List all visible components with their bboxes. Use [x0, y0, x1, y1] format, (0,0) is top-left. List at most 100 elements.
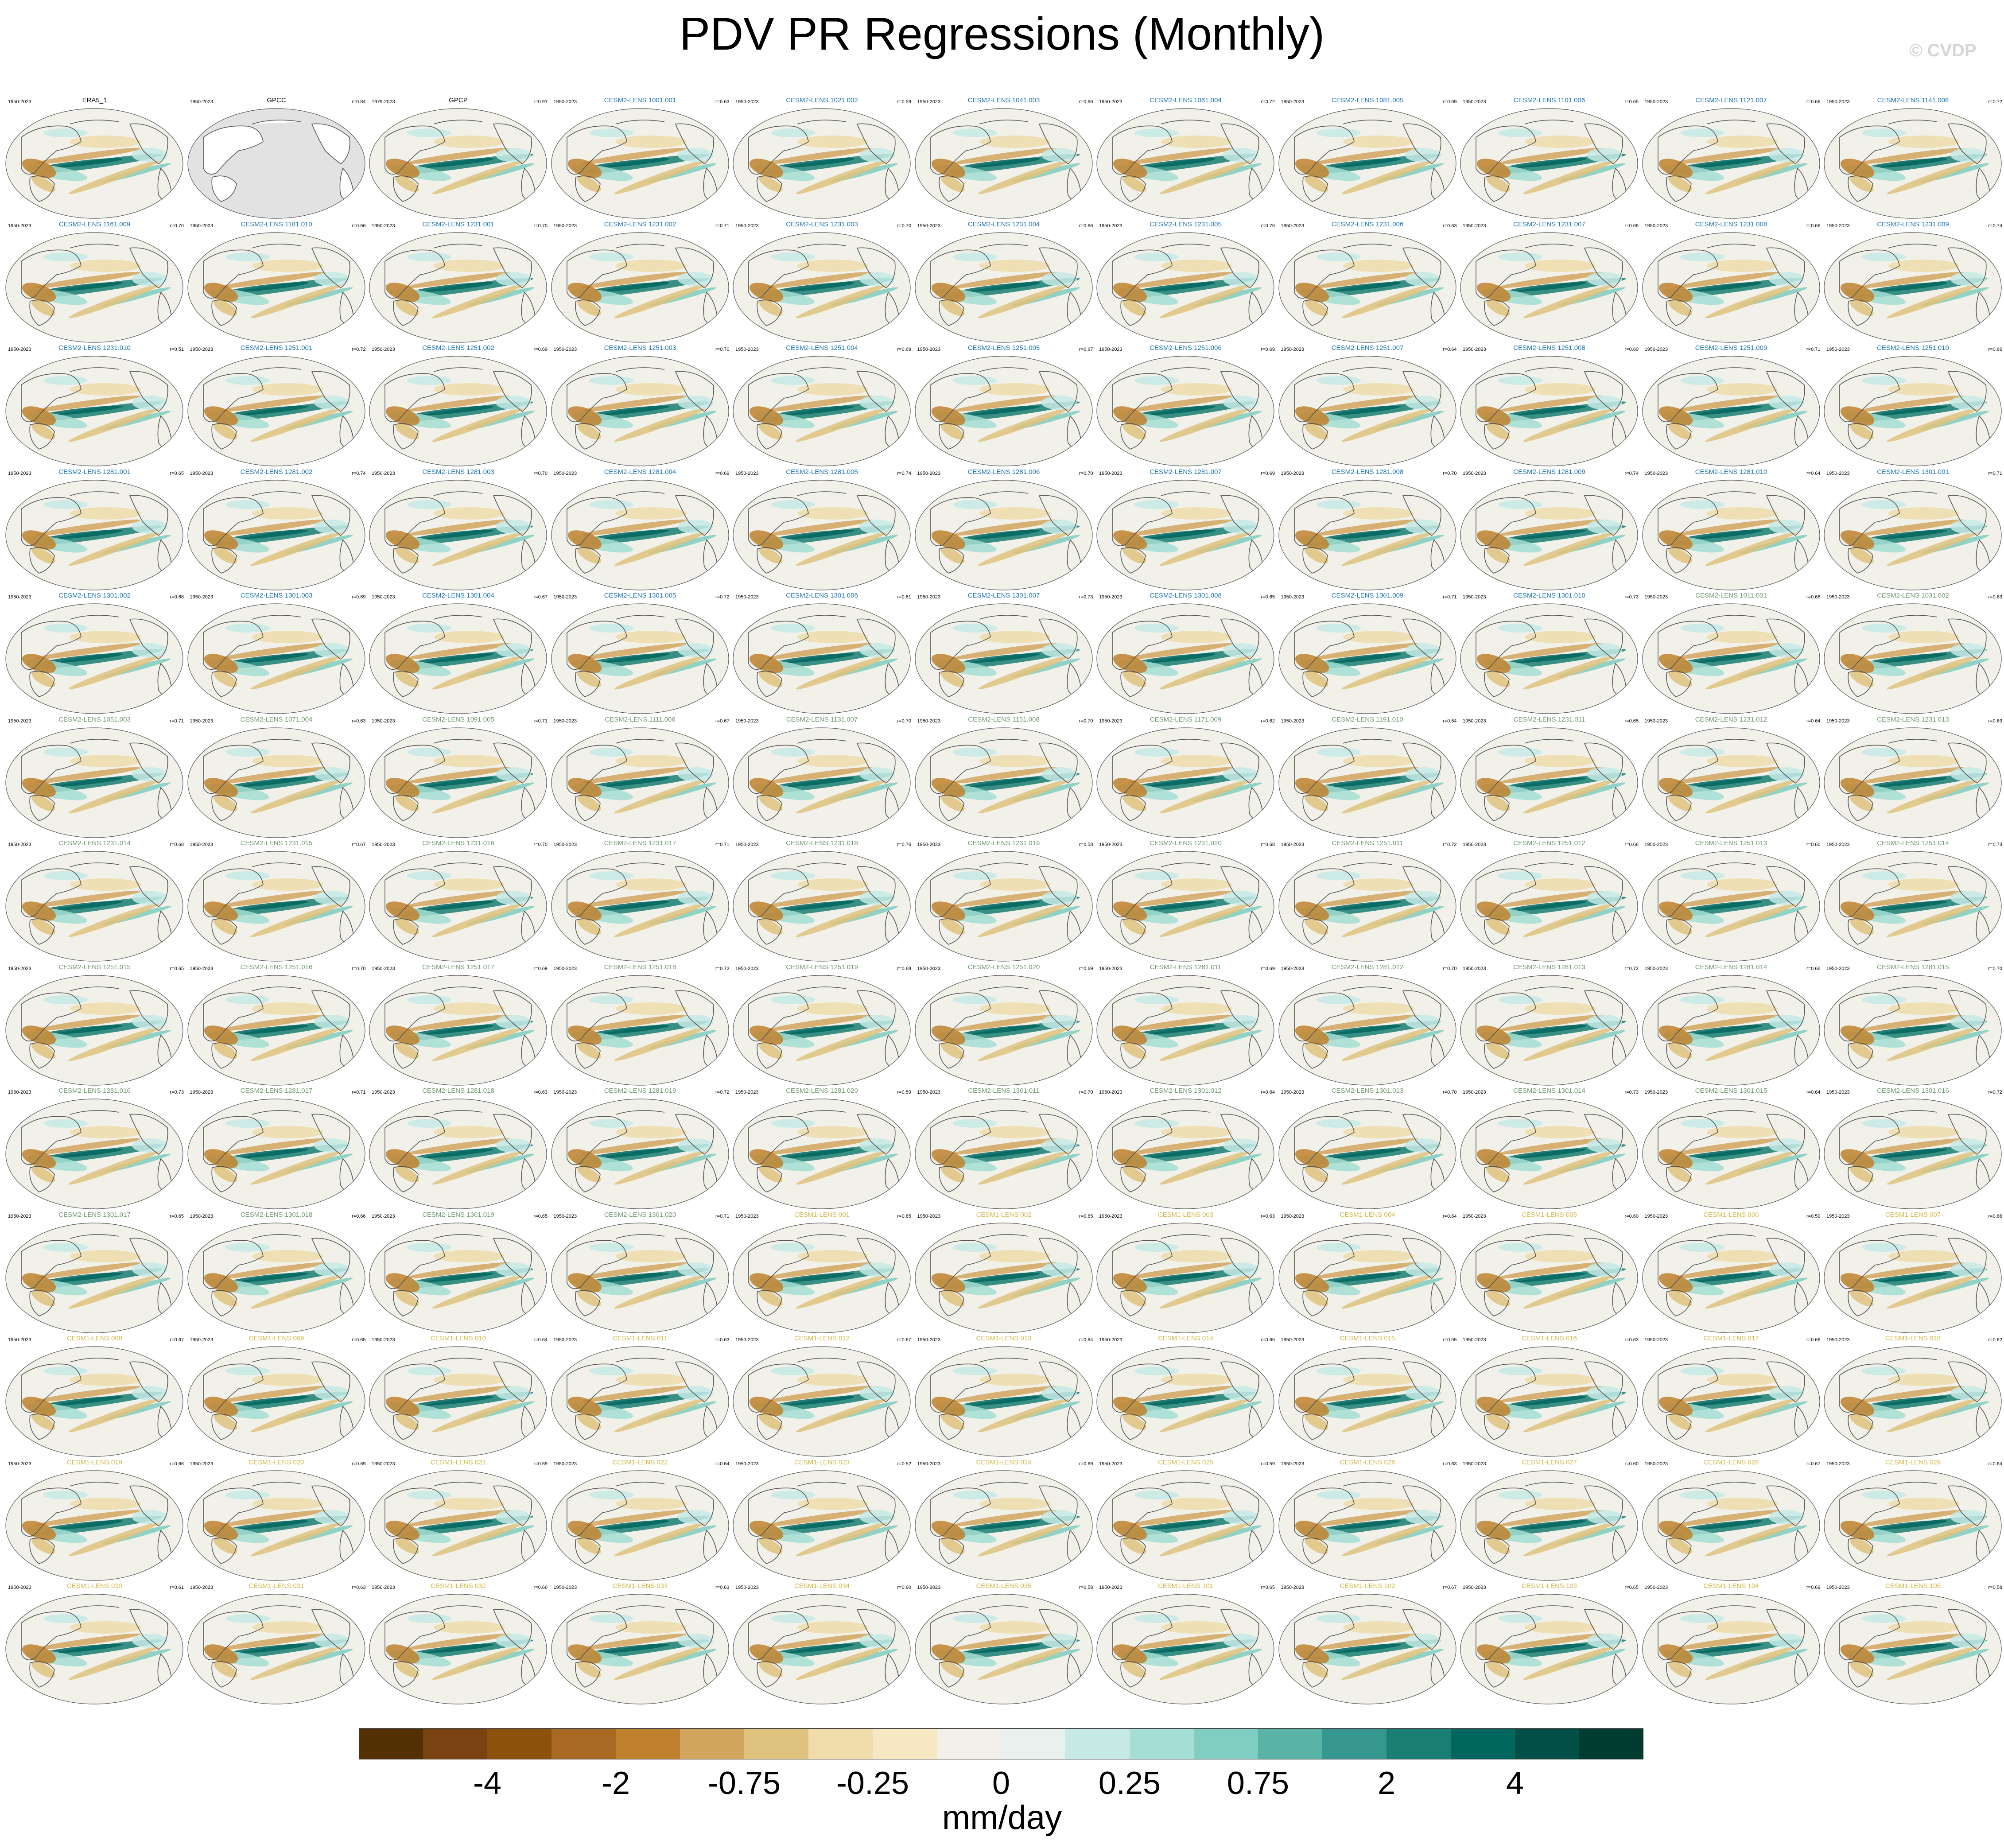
panel-header: 1950-2023 CESM2-LENS 1301.018 r=0.66	[186, 1211, 368, 1221]
map-plot	[1278, 1222, 1456, 1333]
map-panel: 1950-2023 CESM2-LENS 1231.006 r=0.63	[1277, 221, 1459, 345]
panel-name: CESM2-LENS 1111.006	[605, 715, 676, 723]
map-panel: 1950-2023 CESM2-LENS 1121.007 r=0.66	[1640, 97, 1822, 221]
map-plot	[914, 1470, 1093, 1581]
panel-name: CESM2-LENS 1281.003	[422, 468, 494, 476]
panel-header: 1950-2023 CESM2-LENS 1041.003 r=0.66	[913, 97, 1095, 106]
panel-period: 1950-2023	[1826, 842, 1850, 847]
panel-name: GPCC	[267, 97, 286, 104]
panel-correlation: r=0.70	[715, 347, 730, 352]
map-plot	[1278, 479, 1456, 590]
map-plot	[187, 108, 365, 219]
panel-name: CESM1-LENS 101	[1157, 1582, 1214, 1590]
panel-name: CESM2-LENS 1151.008	[968, 715, 1040, 723]
panel-period: 1950-2023	[1281, 966, 1305, 971]
panel-correlation: r=0.61	[170, 1585, 184, 1590]
map-panel: 1950-2023 CESM2-LENS 1251.001 r=0.72	[186, 344, 368, 468]
panel-header: 1950-2023 CESM2-LENS 1231.016 r=0.70	[367, 839, 549, 849]
panel-header: 1950-2023 CESM2-LENS 1231.013 r=0.63	[1822, 716, 2004, 726]
panel-header: 1950-2023 CESM2-LENS 1281.006 r=0.70	[913, 468, 1095, 478]
map-plot	[1460, 974, 1638, 1086]
panel-correlation: r=0.68	[1624, 223, 1639, 229]
panel-header: 1950-2023 CESM2-LENS 1251.002 r=0.69	[367, 344, 549, 354]
panel-period: 1950-2023	[1463, 718, 1486, 724]
panel-header: 1950-2023 CESM2-LENS 1301.014 r=0.73	[1458, 1087, 1640, 1097]
panel-name: CESM1-LENS 019	[66, 1458, 123, 1466]
map-panel: 1950-2023 CESM2-LENS 1301.010 r=0.73	[1458, 592, 1640, 716]
map-panel: 1950-2023 CESM2-LENS 1301.014 r=0.73	[1458, 1087, 1640, 1211]
panel-header: 1950-2023 ERA5_1	[4, 97, 186, 106]
panel-correlation: r=0.65	[897, 1213, 912, 1219]
panel-period: 1950-2023	[1644, 1585, 1668, 1590]
map-plot	[5, 356, 183, 466]
panel-period: 1950-2023	[190, 718, 214, 724]
map-plot	[187, 974, 365, 1086]
map-panel: 1950-2023 CESM2-LENS 1301.017 r=0.65	[4, 1211, 186, 1335]
panel-header: 1950-2023 CESM2-LENS 1301.003 r=0.69	[186, 592, 368, 602]
map-plot	[369, 974, 547, 1086]
panel-period: 1950-2023	[1644, 1461, 1668, 1467]
map-panel: 1950-2023 CESM2-LENS 1301.002 r=0.68	[4, 592, 186, 716]
panel-period: 1950-2023	[1826, 223, 1850, 229]
panel-header: 1950-2023 CESM2-LENS 1281.018 r=0.63	[367, 1087, 549, 1097]
panel-name: CESM2-LENS 1301.013	[1331, 1087, 1404, 1095]
map-plot	[1460, 1222, 1638, 1333]
panel-correlation: r=0.55	[1443, 1337, 1457, 1343]
map-panel: 1950-2023 CESM2-LENS 1231.016 r=0.70	[367, 839, 549, 963]
map-plot	[5, 1594, 183, 1704]
panel-period: 1950-2023	[190, 99, 214, 105]
panel-correlation: r=0.60	[1624, 1213, 1639, 1219]
panel-period: 1950-2023	[8, 223, 31, 229]
map-plot	[733, 851, 911, 962]
panel-correlation: r=0.73	[1624, 594, 1639, 600]
panel-header: 1950-2023 CESM2-LENS 1281.004 r=0.69	[549, 468, 731, 478]
map-panel: 1950-2023 CESM2-LENS 1301.007 r=0.73	[913, 592, 1095, 716]
panel-name: CESM1-LENS 020	[249, 1458, 304, 1466]
panel-period: 1950-2023	[735, 1585, 759, 1590]
map-plot	[187, 479, 365, 590]
colorbar-swatch	[744, 1728, 809, 1759]
panel-correlation: r=0.73	[1988, 842, 2003, 847]
map-plot	[1642, 232, 1820, 343]
map-panel: 1950-2023 CESM2-LENS 1251.017 r=0.69	[367, 963, 549, 1087]
map-panel: 1950-2023 CESM2-LENS 1281.003 r=0.70	[367, 468, 549, 592]
panel-correlation: r=0.67	[533, 594, 548, 600]
map-panel: 1950-2023 CESM1-LENS 013 r=0.64	[913, 1335, 1095, 1459]
map-plot	[551, 1099, 729, 1209]
colorbar-swatch	[487, 1728, 552, 1759]
map-panel: 1950-2023 CESM1-LENS 025 r=0.59	[1095, 1459, 1277, 1583]
panel-period: 1950-2023	[190, 1213, 214, 1219]
panel-period: 1950-2023	[735, 842, 759, 847]
map-plot	[914, 727, 1093, 838]
map-plot	[1824, 356, 2002, 466]
panel-header: 1950-2023 CESM2-LENS 1281.010 r=0.64	[1640, 468, 1822, 478]
panel-period: 1979-2023	[372, 99, 395, 105]
panel-correlation: r=0.70	[1079, 470, 1093, 476]
panel-period: 1950-2023	[372, 1090, 395, 1095]
panel-period: 1950-2023	[190, 470, 214, 476]
panel-header: 1950-2023 CESM2-LENS 1231.012 r=0.64	[1640, 716, 1822, 726]
panel-period: 1950-2023	[553, 347, 577, 352]
panel-period: 1950-2023	[1463, 966, 1486, 971]
panel-name: CESM2-LENS 1231.017	[604, 839, 676, 847]
map-plot	[1096, 603, 1274, 714]
panel-period: 1950-2023	[553, 99, 577, 105]
panel-header: 1950-2023 CESM2-LENS 1251.001 r=0.72	[186, 344, 368, 354]
panel-correlation: r=0.62	[1261, 718, 1275, 724]
panel-name: CESM2-LENS 1301.015	[1695, 1087, 1767, 1095]
colorbar-swatch	[808, 1728, 873, 1759]
panel-period: 1950-2023	[1644, 347, 1668, 352]
panel-name: CESM2-LENS 1281.020	[786, 1087, 858, 1095]
panel-header: 1950-2023 CESM2-LENS 1171.009 r=0.62	[1095, 716, 1277, 726]
panel-period: 1950-2023	[917, 1337, 941, 1343]
map-panel: 1950-2023 CESM2-LENS 1281.007 r=0.69	[1095, 468, 1277, 592]
panel-header: 1950-2023 CESM2-LENS 1251.008 r=0.60	[1458, 344, 1640, 354]
panel-name: CESM1-LENS 103	[1521, 1582, 1577, 1590]
map-panel: 1950-2023 CESM1-LENS 010 r=0.64	[367, 1335, 549, 1459]
map-plot	[1642, 356, 1820, 466]
panel-name: CESM1-LENS 005	[1521, 1211, 1577, 1219]
panel-header: 1950-2023 CESM1-LENS 023 r=0.52	[731, 1459, 913, 1468]
panel-header: 1950-2023 CESM1-LENS 012 r=0.67	[731, 1335, 913, 1344]
map-plot	[551, 1346, 729, 1457]
panel-name: CESM1-LENS 030	[66, 1582, 123, 1590]
